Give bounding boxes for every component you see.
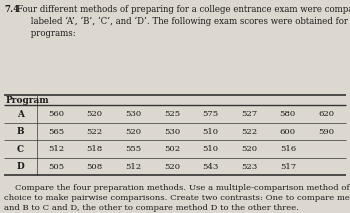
Text: 510: 510 [203,145,219,153]
Text: 555: 555 [125,145,141,153]
Text: 505: 505 [48,163,64,171]
Text: D: D [16,162,24,171]
Text: 512: 512 [48,145,64,153]
Text: 518: 518 [86,145,103,153]
Text: Compare the four preparation methods. Use a multiple-comparison method of your
c: Compare the four preparation methods. Us… [4,184,350,212]
Text: 508: 508 [86,163,103,171]
Text: Program: Program [6,96,50,105]
Text: 520: 520 [125,128,141,136]
Text: 522: 522 [241,128,257,136]
Text: Four different methods of preparing for a college entrance exam were compared. T: Four different methods of preparing for … [17,5,350,38]
Text: 527: 527 [241,110,257,118]
Text: B: B [17,127,24,136]
Text: 590: 590 [318,128,335,136]
Text: 525: 525 [164,110,180,118]
Text: 520: 520 [87,110,103,118]
Text: 580: 580 [280,110,296,118]
Text: 520: 520 [241,145,257,153]
Text: 600: 600 [280,128,296,136]
Text: 560: 560 [48,110,64,118]
Text: 510: 510 [203,128,219,136]
Text: 520: 520 [164,163,180,171]
Text: C: C [17,145,24,154]
Text: 512: 512 [125,163,141,171]
Text: 523: 523 [241,163,257,171]
Text: 7.4: 7.4 [4,5,20,14]
Text: 575: 575 [203,110,219,118]
Text: 502: 502 [164,145,180,153]
Text: A: A [17,110,24,119]
Text: 517: 517 [280,163,296,171]
Text: 530: 530 [125,110,141,118]
Text: 620: 620 [318,110,335,118]
Text: 516: 516 [280,145,296,153]
Text: 522: 522 [87,128,103,136]
Text: 543: 543 [202,163,219,171]
Text: 565: 565 [48,128,64,136]
Text: 530: 530 [164,128,180,136]
